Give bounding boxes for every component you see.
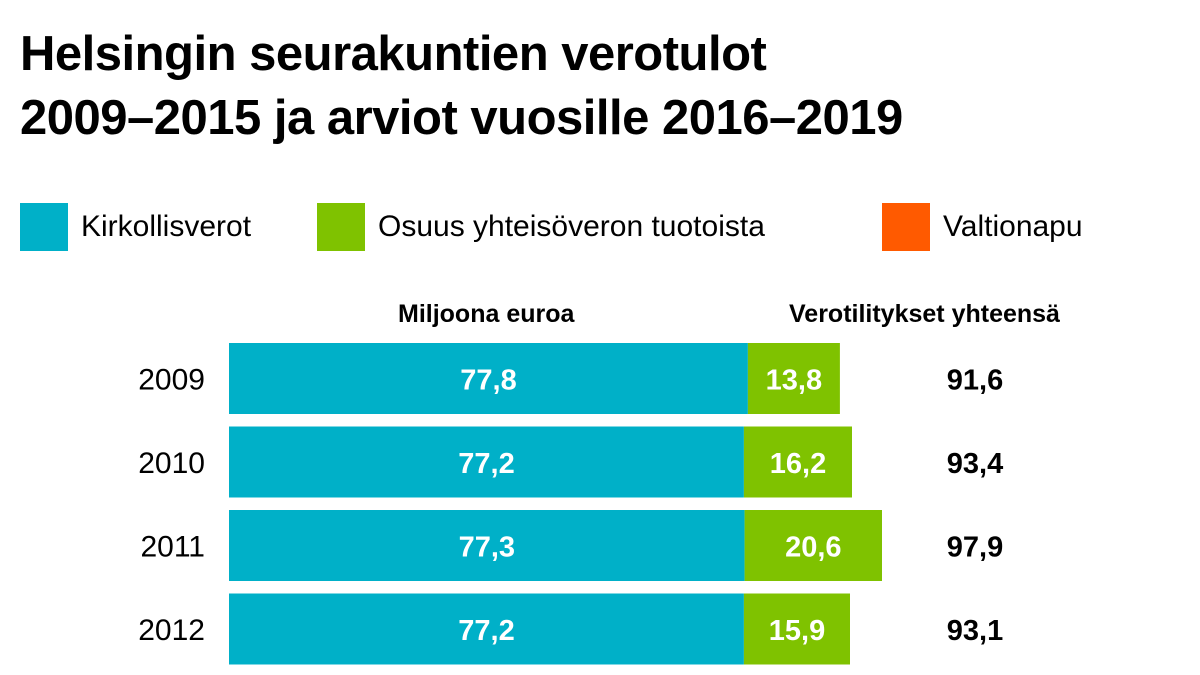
chart-title-line-2: 2009–2015 ja arviot vuosille 2016–2019 bbox=[20, 91, 903, 145]
bar-kirkollisverot-2011 bbox=[229, 510, 745, 581]
category-label-2010: 2010 bbox=[138, 447, 205, 480]
chart-title: Helsingin seurakuntien verotulot 2009–20… bbox=[20, 22, 1190, 150]
bar-kirkollisverot-2012 bbox=[229, 593, 744, 665]
total-label-2012: 93,1 bbox=[947, 615, 1003, 647]
bar-kirkollisverot-2009 bbox=[229, 343, 748, 414]
totals-column-header: Verotilitykset yhteensä bbox=[789, 300, 1060, 328]
legend-label-kirkollisverot: Kirkollisverot bbox=[81, 210, 252, 243]
data-label-osuus-yhteis-veron-tuotoista-2011: 20,6 bbox=[785, 532, 841, 564]
total-label-2009: 91,6 bbox=[947, 365, 1003, 397]
legend-swatch-valtionapu bbox=[882, 203, 930, 251]
legend-label-yhteisovero: Osuus yhteisöveron tuotoista bbox=[378, 210, 765, 243]
chart-title-line-1: Helsingin seurakuntien verotulot bbox=[20, 27, 767, 81]
data-label-osuus-yhteis-veron-tuotoista-2009: 13,8 bbox=[766, 365, 822, 397]
bar-osuus-yhteis-veron-tuotoista-2012 bbox=[743, 593, 850, 665]
data-label-kirkollisverot-2009: 77,8 bbox=[460, 365, 516, 397]
legend-swatch-kirkollisverot bbox=[20, 203, 68, 251]
total-label-2010: 93,4 bbox=[947, 448, 1003, 480]
bar-osuus-yhteis-veron-tuotoista-2009 bbox=[747, 343, 840, 414]
category-label-2009: 2009 bbox=[138, 364, 205, 397]
legend-swatch-yhteisovero bbox=[317, 203, 365, 251]
data-label-kirkollisverot-2011: 77,3 bbox=[459, 532, 515, 564]
category-label-2012: 2012 bbox=[138, 614, 205, 647]
bar-row-2011: 2011 77,3 20,6 97,9 bbox=[140, 510, 1003, 581]
bar-row-2010: 2010 77,2 16,2 93,4 bbox=[138, 426, 1003, 498]
data-label-kirkollisverot-2012: 77,2 bbox=[458, 615, 514, 647]
data-label-osuus-yhteis-veron-tuotoista-2012: 15,9 bbox=[769, 615, 825, 647]
bar-row-2009: 2009 77,8 13,8 91,6 bbox=[138, 343, 1003, 414]
bar-osuus-yhteis-veron-tuotoista-2011 bbox=[744, 510, 882, 581]
category-label-2011: 2011 bbox=[140, 531, 205, 564]
bar-kirkollisverot-2010 bbox=[229, 426, 744, 498]
legend-label-valtionapu: Valtionapu bbox=[943, 210, 1083, 243]
data-label-kirkollisverot-2010: 77,2 bbox=[458, 448, 514, 480]
x-axis-label: Miljoona euroa bbox=[398, 300, 575, 328]
bar-row-2012: 2012 77,2 15,9 93,1 bbox=[138, 593, 1003, 665]
total-label-2011: 97,9 bbox=[947, 532, 1003, 564]
data-label-osuus-yhteis-veron-tuotoista-2010: 16,2 bbox=[770, 448, 826, 480]
bar-osuus-yhteis-veron-tuotoista-2010 bbox=[743, 426, 852, 498]
